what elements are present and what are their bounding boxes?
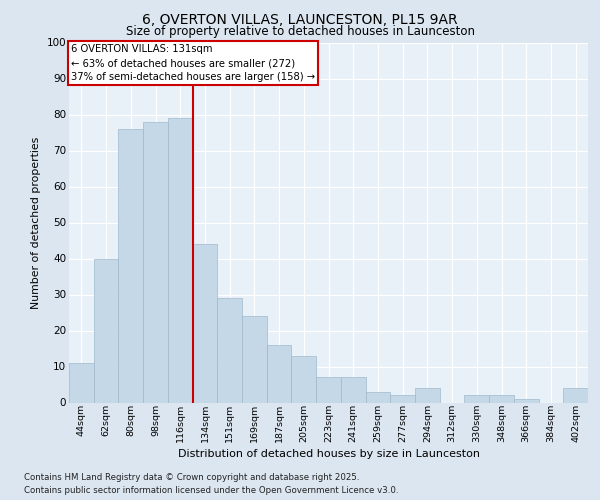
Bar	[292, 356, 316, 403]
Bar	[143, 122, 168, 402]
Text: Contains public sector information licensed under the Open Government Licence v3: Contains public sector information licen…	[24, 486, 398, 495]
Bar	[217, 298, 242, 403]
Bar	[267, 345, 292, 403]
Bar	[365, 392, 390, 402]
X-axis label: Distribution of detached houses by size in Launceston: Distribution of detached houses by size …	[178, 450, 479, 460]
Bar	[69, 363, 94, 403]
Text: Contains HM Land Registry data © Crown copyright and database right 2025.: Contains HM Land Registry data © Crown c…	[24, 472, 359, 482]
Bar	[489, 396, 514, 402]
Bar	[193, 244, 217, 402]
Bar	[415, 388, 440, 402]
Text: Size of property relative to detached houses in Launceston: Size of property relative to detached ho…	[125, 25, 475, 38]
Text: 6, OVERTON VILLAS, LAUNCESTON, PL15 9AR: 6, OVERTON VILLAS, LAUNCESTON, PL15 9AR	[142, 12, 458, 26]
Bar	[168, 118, 193, 403]
Bar	[316, 378, 341, 402]
Bar	[514, 399, 539, 402]
Bar	[118, 129, 143, 402]
Bar	[464, 396, 489, 402]
Bar	[94, 258, 118, 402]
Bar	[563, 388, 588, 402]
Bar	[390, 396, 415, 402]
Bar	[341, 378, 365, 402]
Y-axis label: Number of detached properties: Number of detached properties	[31, 136, 41, 308]
Text: 6 OVERTON VILLAS: 131sqm
← 63% of detached houses are smaller (272)
37% of semi-: 6 OVERTON VILLAS: 131sqm ← 63% of detach…	[71, 44, 314, 82]
Bar	[242, 316, 267, 402]
